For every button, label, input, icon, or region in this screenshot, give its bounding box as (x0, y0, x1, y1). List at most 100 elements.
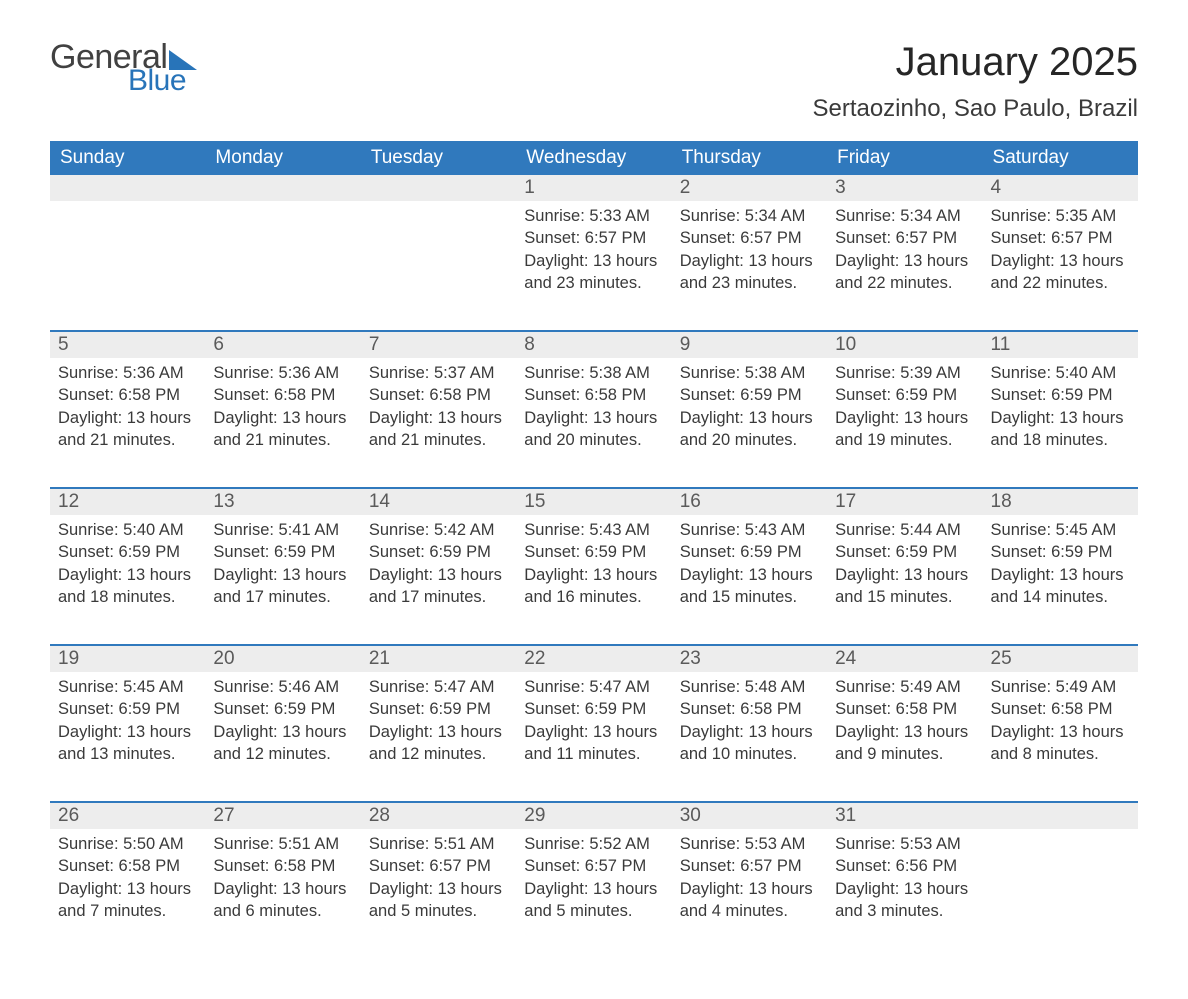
brand-logo: General Blue (50, 40, 197, 96)
sunrise-line: Sunrise: 5:36 AM (58, 362, 197, 384)
sunset-line: Sunset: 6:59 PM (58, 541, 197, 563)
day-number-row: 1234 (50, 175, 1138, 201)
day-number-cell: 18 (983, 488, 1138, 515)
sunrise-line: Sunrise: 5:53 AM (680, 833, 819, 855)
sunrise-line: Sunrise: 5:48 AM (680, 676, 819, 698)
day-number-cell: 11 (983, 331, 1138, 358)
sunrise-line: Sunrise: 5:51 AM (369, 833, 508, 855)
day-number-cell: 29 (516, 802, 671, 829)
day-number-cell (50, 175, 205, 201)
page-header: General Blue January 2025 Sertaozinho, S… (50, 40, 1138, 123)
day-number-cell (361, 175, 516, 201)
daylight-line: Daylight: 13 hours and 4 minutes. (680, 878, 819, 923)
sunset-line: Sunset: 6:58 PM (213, 384, 352, 406)
day-content-cell: Sunrise: 5:39 AMSunset: 6:59 PMDaylight:… (827, 358, 982, 488)
sunrise-line: Sunrise: 5:44 AM (835, 519, 974, 541)
day-number-cell: 23 (672, 645, 827, 672)
day-number-row: 19202122232425 (50, 645, 1138, 672)
sunrise-line: Sunrise: 5:42 AM (369, 519, 508, 541)
day-number-cell: 24 (827, 645, 982, 672)
sunrise-line: Sunrise: 5:53 AM (835, 833, 974, 855)
sunset-line: Sunset: 6:59 PM (680, 384, 819, 406)
day-header: Saturday (983, 141, 1138, 175)
title-block: January 2025 Sertaozinho, Sao Paulo, Bra… (812, 40, 1138, 123)
sunrise-line: Sunrise: 5:33 AM (524, 205, 663, 227)
daylight-line: Daylight: 13 hours and 6 minutes. (213, 878, 352, 923)
sunrise-line: Sunrise: 5:51 AM (213, 833, 352, 855)
day-header: Wednesday (516, 141, 671, 175)
sunset-line: Sunset: 6:58 PM (680, 698, 819, 720)
daylight-line: Daylight: 13 hours and 15 minutes. (835, 564, 974, 609)
day-content-cell: Sunrise: 5:47 AMSunset: 6:59 PMDaylight:… (516, 672, 671, 802)
daylight-line: Daylight: 13 hours and 23 minutes. (680, 250, 819, 295)
daylight-line: Daylight: 13 hours and 13 minutes. (58, 721, 197, 766)
day-header: Friday (827, 141, 982, 175)
day-content-cell: Sunrise: 5:49 AMSunset: 6:58 PMDaylight:… (827, 672, 982, 802)
day-content-cell: Sunrise: 5:49 AMSunset: 6:58 PMDaylight:… (983, 672, 1138, 802)
daylight-line: Daylight: 13 hours and 16 minutes. (524, 564, 663, 609)
day-content-cell: Sunrise: 5:50 AMSunset: 6:58 PMDaylight:… (50, 829, 205, 959)
daylight-line: Daylight: 13 hours and 7 minutes. (58, 878, 197, 923)
day-content-cell: Sunrise: 5:38 AMSunset: 6:58 PMDaylight:… (516, 358, 671, 488)
day-number-cell: 5 (50, 331, 205, 358)
sunrise-line: Sunrise: 5:49 AM (835, 676, 974, 698)
sunset-line: Sunset: 6:57 PM (680, 227, 819, 249)
daylight-line: Daylight: 13 hours and 5 minutes. (369, 878, 508, 923)
sunrise-line: Sunrise: 5:34 AM (680, 205, 819, 227)
day-content-row: Sunrise: 5:36 AMSunset: 6:58 PMDaylight:… (50, 358, 1138, 488)
sunrise-line: Sunrise: 5:43 AM (680, 519, 819, 541)
sunset-line: Sunset: 6:59 PM (835, 541, 974, 563)
day-content-cell: Sunrise: 5:51 AMSunset: 6:58 PMDaylight:… (205, 829, 360, 959)
day-number-cell: 1 (516, 175, 671, 201)
day-content-cell (983, 829, 1138, 959)
day-content-cell: Sunrise: 5:38 AMSunset: 6:59 PMDaylight:… (672, 358, 827, 488)
daylight-line: Daylight: 13 hours and 23 minutes. (524, 250, 663, 295)
day-content-cell: Sunrise: 5:34 AMSunset: 6:57 PMDaylight:… (827, 201, 982, 331)
day-content-cell (361, 201, 516, 331)
day-header: Monday (205, 141, 360, 175)
sunset-line: Sunset: 6:59 PM (369, 698, 508, 720)
day-number-cell: 30 (672, 802, 827, 829)
day-number-cell: 7 (361, 331, 516, 358)
sunset-line: Sunset: 6:57 PM (369, 855, 508, 877)
day-content-cell: Sunrise: 5:37 AMSunset: 6:58 PMDaylight:… (361, 358, 516, 488)
sunrise-line: Sunrise: 5:45 AM (991, 519, 1130, 541)
sunset-line: Sunset: 6:58 PM (213, 855, 352, 877)
day-number-cell: 13 (205, 488, 360, 515)
daylight-line: Daylight: 13 hours and 5 minutes. (524, 878, 663, 923)
daylight-line: Daylight: 13 hours and 20 minutes. (524, 407, 663, 452)
sunset-line: Sunset: 6:57 PM (991, 227, 1130, 249)
day-header: Thursday (672, 141, 827, 175)
day-number-cell: 31 (827, 802, 982, 829)
day-content-cell: Sunrise: 5:36 AMSunset: 6:58 PMDaylight:… (205, 358, 360, 488)
day-number-cell: 27 (205, 802, 360, 829)
daylight-line: Daylight: 13 hours and 22 minutes. (835, 250, 974, 295)
day-number-cell: 22 (516, 645, 671, 672)
daylight-line: Daylight: 13 hours and 14 minutes. (991, 564, 1130, 609)
calendar-body: 1234Sunrise: 5:33 AMSunset: 6:57 PMDayli… (50, 175, 1138, 959)
day-content-cell: Sunrise: 5:35 AMSunset: 6:57 PMDaylight:… (983, 201, 1138, 331)
day-content-cell: Sunrise: 5:43 AMSunset: 6:59 PMDaylight:… (672, 515, 827, 645)
day-number-cell: 28 (361, 802, 516, 829)
daylight-line: Daylight: 13 hours and 19 minutes. (835, 407, 974, 452)
day-content-cell: Sunrise: 5:53 AMSunset: 6:57 PMDaylight:… (672, 829, 827, 959)
sunset-line: Sunset: 6:58 PM (58, 384, 197, 406)
daylight-line: Daylight: 13 hours and 11 minutes. (524, 721, 663, 766)
logo-word-blue: Blue (128, 66, 197, 96)
day-number-cell: 15 (516, 488, 671, 515)
day-content-cell: Sunrise: 5:48 AMSunset: 6:58 PMDaylight:… (672, 672, 827, 802)
sunrise-line: Sunrise: 5:43 AM (524, 519, 663, 541)
day-content-cell: Sunrise: 5:40 AMSunset: 6:59 PMDaylight:… (50, 515, 205, 645)
day-content-row: Sunrise: 5:50 AMSunset: 6:58 PMDaylight:… (50, 829, 1138, 959)
day-content-row: Sunrise: 5:33 AMSunset: 6:57 PMDaylight:… (50, 201, 1138, 331)
daylight-line: Daylight: 13 hours and 10 minutes. (680, 721, 819, 766)
day-number-cell: 26 (50, 802, 205, 829)
day-header: Tuesday (361, 141, 516, 175)
daylight-line: Daylight: 13 hours and 21 minutes. (58, 407, 197, 452)
daylight-line: Daylight: 13 hours and 9 minutes. (835, 721, 974, 766)
day-content-cell: Sunrise: 5:51 AMSunset: 6:57 PMDaylight:… (361, 829, 516, 959)
sunrise-line: Sunrise: 5:40 AM (58, 519, 197, 541)
day-content-cell: Sunrise: 5:45 AMSunset: 6:59 PMDaylight:… (50, 672, 205, 802)
sunrise-line: Sunrise: 5:52 AM (524, 833, 663, 855)
day-number-cell: 16 (672, 488, 827, 515)
